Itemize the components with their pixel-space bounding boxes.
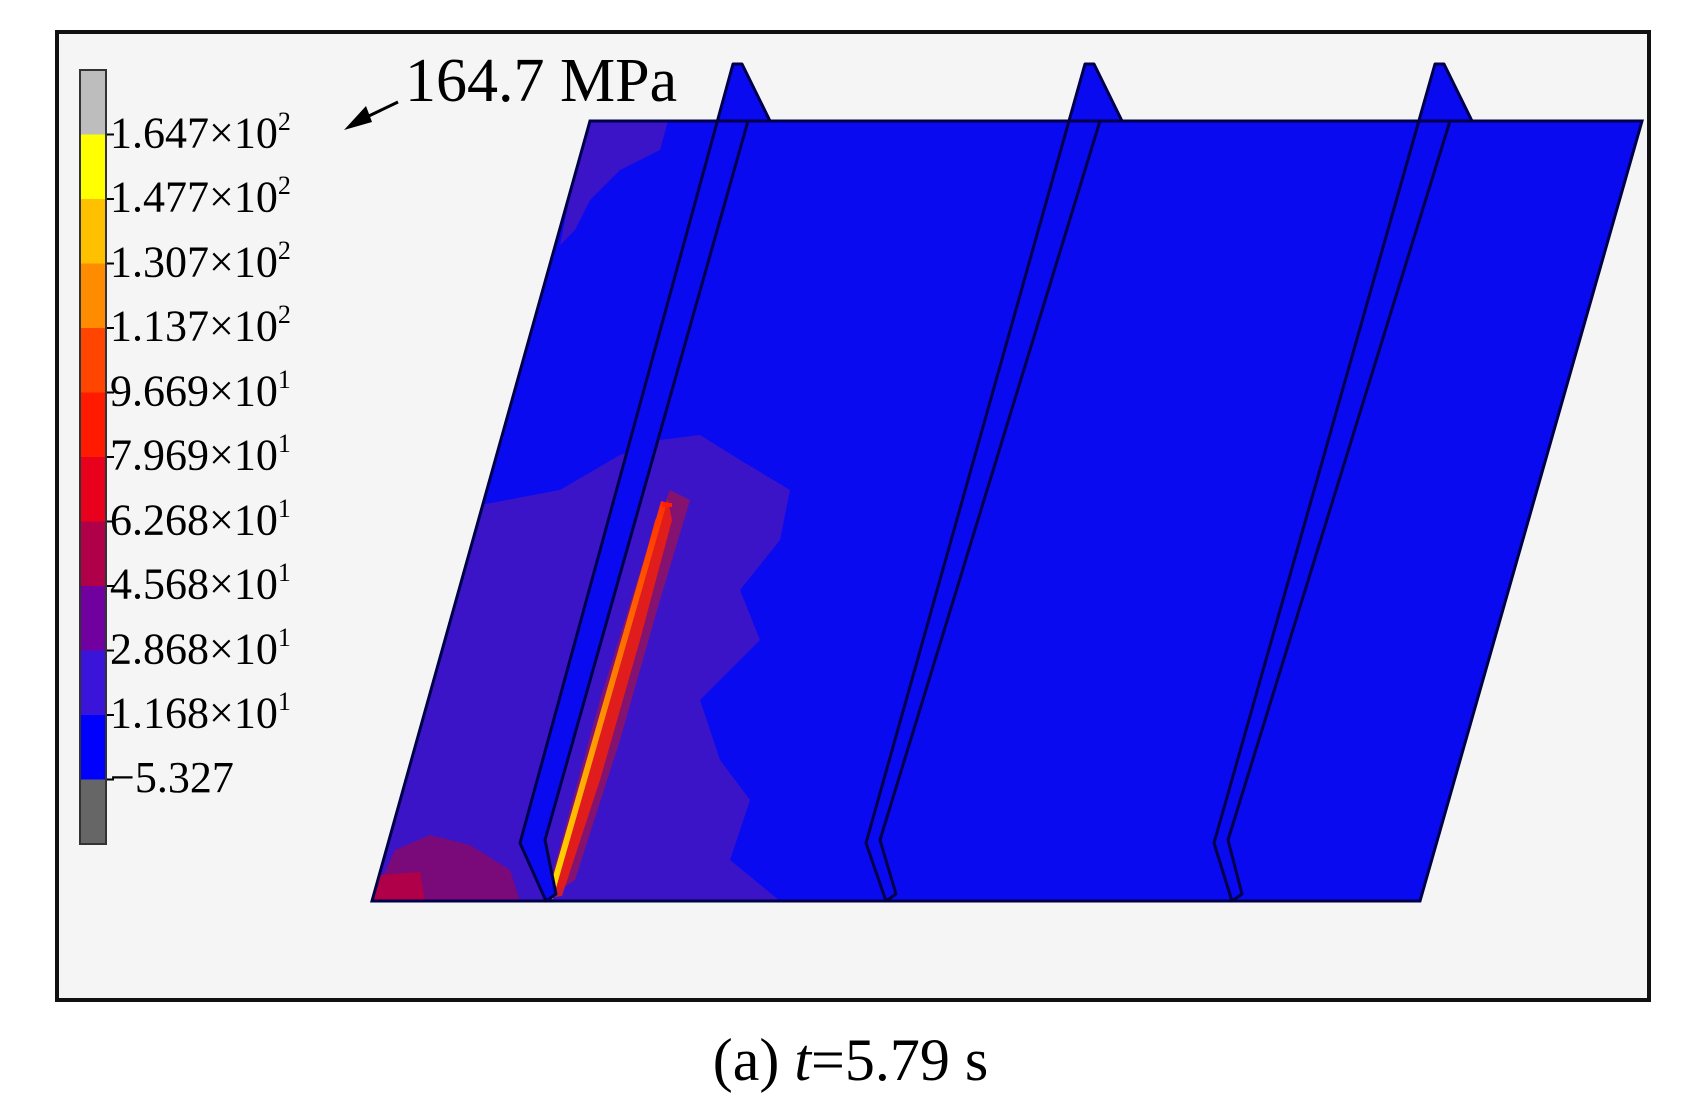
plate-outline (370, 119, 1644, 903)
legend-label-base: ×10 (209, 688, 278, 738)
annotation-arrow-head (344, 106, 372, 130)
legend-label: 7.969×101 (110, 430, 291, 480)
caption-variable: t (794, 1027, 812, 1093)
legend-label-mantissa: 1.307 (110, 237, 209, 287)
legend-swatch (80, 392, 106, 457)
legend-swatch (80, 779, 106, 844)
legend-label: 9.669×101 (110, 366, 291, 416)
figure-caption: (a) t=5.79 s (0, 1030, 1701, 1090)
stiffener-2 (864, 62, 1124, 903)
legend-label-mantissa: 6.268 (110, 495, 209, 545)
legend-label-exponent: 2 (277, 300, 291, 329)
legend-swatch (80, 715, 106, 780)
stress-region-upper-left (560, 121, 668, 245)
legend-label-base: ×10 (209, 301, 278, 351)
legend-label-mantissa: 1.647 (110, 108, 209, 158)
legend-label: 1.168×101 (110, 688, 291, 738)
legend-label: 4.568×101 (110, 559, 291, 609)
legend-label-mantissa: 2.868 (110, 624, 209, 674)
legend-swatch (80, 650, 106, 715)
legend-label: 1.137×102 (110, 301, 291, 351)
legend-label-base: ×10 (209, 495, 278, 545)
legend-label-base: ×10 (209, 366, 278, 416)
stress-hotspot-bottom-corner (372, 872, 425, 901)
legend-label-mantissa: 9.669 (110, 366, 209, 416)
legend-swatch (80, 328, 106, 393)
legend-label-base: ×10 (209, 559, 278, 609)
legend-swatch (80, 199, 106, 264)
legend-label-base: ×10 (209, 624, 278, 674)
legend-label-exponent: 1 (277, 493, 291, 523)
legend-swatch (80, 457, 106, 522)
legend-label-mantissa: 1.477 (110, 172, 209, 222)
legend-swatch (80, 586, 106, 651)
legend-label-mantissa: 7.969 (110, 430, 209, 480)
stiffener-1 (518, 62, 772, 903)
legend-swatch (80, 521, 106, 586)
legend-label-exponent: 1 (277, 558, 291, 587)
legend-swatch (80, 263, 106, 328)
legend-swatch (80, 134, 106, 199)
legend-swatch (80, 70, 106, 135)
legend-color-bar (79, 69, 114, 845)
legend-label: 2.868×101 (110, 624, 291, 674)
legend-label: −5.327 (110, 752, 234, 802)
legend-label-exponent: 2 (277, 106, 291, 136)
legend-label-mantissa: −5.327 (110, 752, 234, 802)
legend-label: 6.268×101 (110, 495, 291, 545)
legend-label-mantissa: 1.168 (110, 688, 209, 738)
legend-label-exponent: 1 (277, 622, 291, 652)
legend-label-base: ×10 (209, 108, 278, 158)
legend-label-base: ×10 (209, 172, 278, 222)
legend-label: 1.647×102 (110, 108, 291, 158)
legend-border (79, 69, 107, 845)
legend-label-exponent: 1 (277, 687, 291, 716)
legend-label-mantissa: 4.568 (110, 559, 209, 609)
peak-stress-annotation: 164.7 MPa (405, 47, 678, 115)
legend-label-exponent: 2 (277, 235, 291, 265)
legend-label-base: ×10 (209, 430, 278, 480)
caption-prefix: (a) (712, 1027, 795, 1093)
legend-label-exponent: 1 (277, 429, 291, 458)
legend-label-mantissa: 1.137 (110, 301, 209, 351)
caption-value: =5.79 s (811, 1027, 989, 1093)
crack-line (547, 501, 667, 899)
legend-label-base: ×10 (209, 237, 278, 287)
legend-label: 1.307×102 (110, 237, 291, 287)
stiffener-3 (1212, 62, 1474, 903)
legend-label-exponent: 1 (277, 364, 291, 394)
legend-label-exponent: 2 (277, 171, 291, 200)
legend-label: 1.477×102 (110, 172, 291, 222)
